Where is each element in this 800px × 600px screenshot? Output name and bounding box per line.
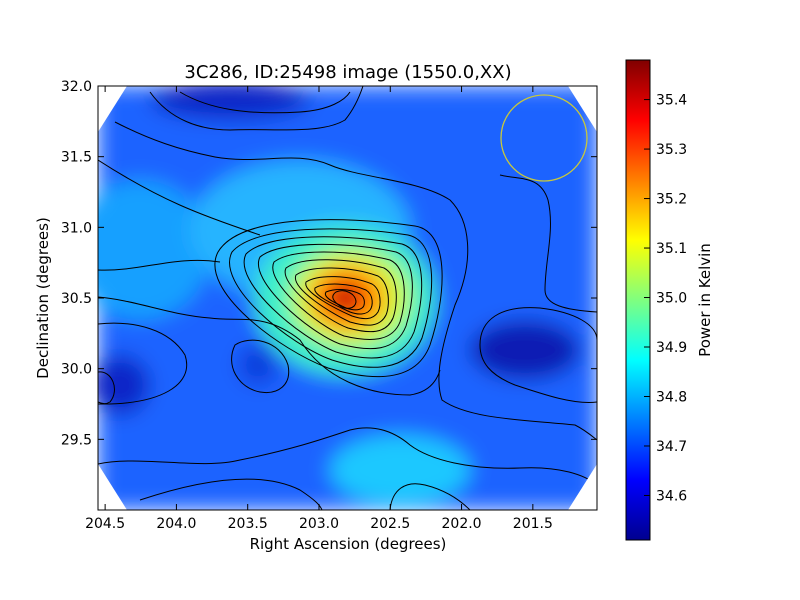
x-tick-label: 203.5: [228, 516, 268, 532]
plot-area: 204.5 204.0 203.5 203.0 202.5 202.0 201.5 29.5…: [61, 79, 598, 532]
colorbar-ticks: 34.6 34.7 34.8 34.9 35.0 35.1 35.2 35.3 35.4: [644, 93, 687, 504]
x-tick-label: 204.0: [156, 516, 196, 532]
beam-circle-marker: [500, 94, 588, 182]
colorbar-tick-label: 34.7: [656, 439, 687, 455]
x-tick-label: 202.5: [370, 516, 410, 532]
colorbar-tick-label: 35.2: [656, 192, 687, 208]
y-tick-label: 30.0: [61, 362, 92, 378]
x-tick-label: 203.0: [299, 516, 339, 532]
x-axis-label: Right Ascension (degrees): [250, 535, 447, 553]
colorbar-tick-label: 35.3: [656, 142, 687, 158]
colorbar-gradient: [625, 59, 651, 541]
y-axis-ticks: 29.5 30.0 30.5 31.0 31.5 32.0: [61, 79, 597, 448]
y-tick-label: 31.5: [61, 150, 92, 166]
x-tick-label: 201.5: [513, 516, 553, 532]
y-axis-label: Declination (degrees): [34, 217, 52, 379]
x-tick-label: 202.0: [442, 516, 482, 532]
colorbar-tick-label: 34.6: [656, 488, 687, 504]
colorbar: 34.6 34.7 34.8 34.9 35.0 35.1 35.2 35.3 35.4 Pow…: [625, 59, 714, 541]
contour-lines: [98, 86, 597, 510]
colorbar-tick-label: 34.8: [656, 389, 687, 405]
x-tick-label: 204.5: [85, 516, 125, 532]
colorbar-label: Power in Kelvin: [696, 243, 714, 357]
y-tick-label: 32.0: [61, 79, 92, 95]
x-axis-ticks: 204.5 204.0 203.5 203.0 202.5 202.0 201.5: [85, 86, 553, 532]
colorbar-tick-label: 35.0: [656, 291, 687, 307]
colorbar-tick-label: 35.1: [656, 241, 687, 257]
chart-title: 3C286, ID:25498 image (1550.0,XX): [184, 62, 511, 83]
colorbar-tick-label: 35.4: [656, 93, 687, 109]
y-tick-label: 30.5: [61, 291, 92, 307]
y-tick-label: 31.0: [61, 220, 92, 236]
y-tick-label: 29.5: [61, 432, 92, 448]
colorbar-tick-label: 34.9: [656, 340, 687, 356]
